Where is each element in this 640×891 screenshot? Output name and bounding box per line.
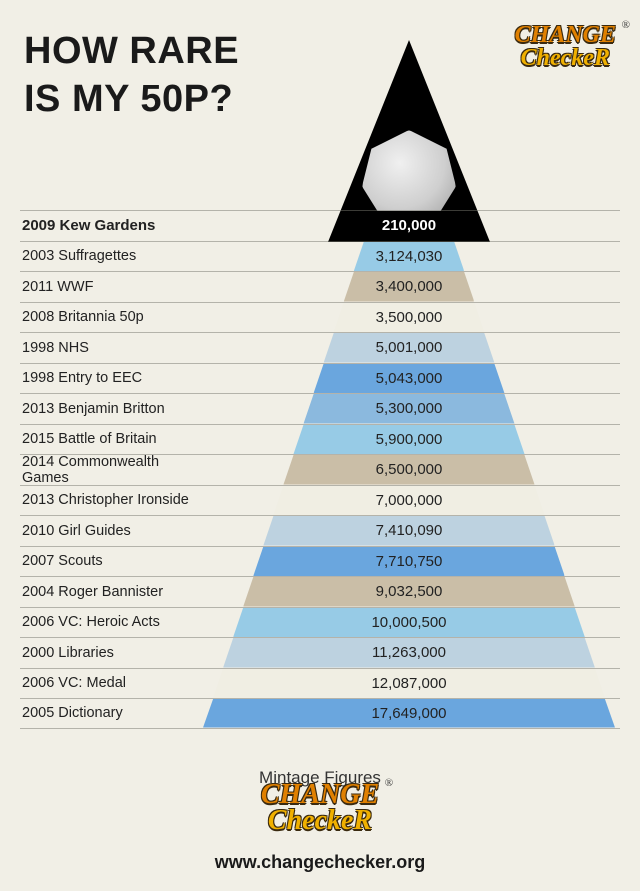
row-label: 2011 WWF [20, 272, 198, 302]
registered-mark: ® [622, 20, 630, 30]
row-bar: 3,500,000 [334, 303, 485, 333]
row-bar-cell: 210,000 [198, 211, 620, 241]
row-bar: 5,043,000 [314, 364, 505, 394]
row-value: 3,500,000 [376, 309, 443, 326]
row-bar-cell: 17,649,000 [198, 699, 620, 728]
row-value: 7,710,750 [376, 553, 443, 570]
brand-word-1: CHANGE [515, 24, 616, 47]
page-title: HOW RARE IS MY 50P? [24, 28, 239, 123]
pyramid-row: 2011 WWF 3,400,000 [20, 271, 620, 302]
pyramid-row: 2008 Britannia 50p 3,500,000 [20, 302, 620, 333]
row-value: 7,410,090 [376, 522, 443, 539]
row-label: 2010 Girl Guides [20, 516, 198, 546]
row-value: 9,032,500 [376, 583, 443, 600]
row-value: 6,500,000 [376, 461, 443, 478]
row-bar-cell: 5,001,000 [198, 333, 620, 363]
row-label: 2000 Libraries [20, 638, 198, 668]
row-label: 1998 NHS [20, 333, 198, 363]
pyramid-row: 2006 VC: Medal 12,087,000 [20, 668, 620, 699]
row-bar-cell: 10,000,500 [198, 608, 620, 638]
title-line-1: HOW RARE [24, 30, 239, 72]
pyramid-row: 2010 Girl Guides 7,410,090 [20, 515, 620, 546]
row-value: 11,263,000 [372, 644, 446, 661]
row-value: 10,000,500 [371, 614, 446, 631]
pyramid-row: 2013 Christopher Ironside 7,000,000 [20, 485, 620, 516]
row-label: 2014 Commonwealth Games [20, 455, 198, 485]
row-bar: 5,900,000 [294, 425, 525, 455]
row-value: 7,000,000 [376, 492, 443, 509]
pyramid-row: 2015 Battle of Britain 5,900,000 [20, 424, 620, 455]
brand-word-2: CheckeR [515, 47, 616, 70]
pyramid-row: 2006 VC: Heroic Acts 10,000,500 [20, 607, 620, 638]
row-value: 5,300,000 [376, 400, 443, 417]
row-bar-cell: 7,710,750 [198, 547, 620, 577]
row-bar: 11,263,000 [223, 638, 595, 668]
pyramid-row: 1998 Entry to EEC 5,043,000 [20, 363, 620, 394]
row-bar-cell: 12,087,000 [198, 669, 620, 699]
row-label: 2008 Britannia 50p [20, 303, 198, 333]
row-bar: 9,032,500 [243, 577, 575, 607]
pyramid-row: 2004 Roger Bannister 9,032,500 [20, 576, 620, 607]
row-label: 1998 Entry to EEC [20, 364, 198, 394]
row-bar: 3,124,030 [354, 242, 464, 272]
registered-mark: ® [385, 778, 393, 788]
row-value: 17,649,000 [371, 705, 446, 722]
row-bar: 6,500,000 [283, 455, 534, 485]
row-bar-cell: 7,410,090 [198, 516, 620, 546]
row-label: 2006 VC: Heroic Acts [20, 608, 198, 638]
row-label: 2009 Kew Gardens [20, 211, 198, 241]
row-bar-cell: 3,500,000 [198, 303, 620, 333]
row-value: 3,124,030 [376, 248, 443, 265]
row-bar-cell: 9,032,500 [198, 577, 620, 607]
row-bar: 7,000,000 [273, 486, 544, 516]
row-bar: 7,410,090 [263, 516, 554, 546]
brand-logo-top: CHANGE CheckeR ® [515, 24, 616, 70]
row-value: 5,900,000 [376, 431, 443, 448]
row-value: 5,043,000 [376, 370, 443, 387]
pyramid-row: 2013 Benjamin Britton 5,300,000 [20, 393, 620, 424]
row-bar-cell: 7,000,000 [198, 486, 620, 516]
row-bar: 17,649,000 [203, 699, 615, 728]
pyramid-row: 1998 NHS 5,001,000 [20, 332, 620, 363]
row-bar: 7,710,750 [253, 547, 564, 577]
footer-url: www.changechecker.org [0, 852, 640, 873]
row-bar-cell: 5,043,000 [198, 364, 620, 394]
row-value: 5,001,000 [376, 339, 443, 356]
row-bar-cell: 11,263,000 [198, 638, 620, 668]
row-value: 3,400,000 [376, 278, 443, 295]
row-value: 12,087,000 [371, 675, 446, 692]
brand-logo-bottom: CHANGE CheckeR ® [261, 782, 379, 835]
pyramid-row: 2014 Commonwealth Games 6,500,000 [20, 454, 620, 485]
row-label: 2015 Battle of Britain [20, 425, 198, 455]
row-label: 2004 Roger Bannister [20, 577, 198, 607]
brand-word-2: CheckeR [261, 808, 379, 835]
row-bar: 10,000,500 [233, 608, 585, 638]
row-label: 2007 Scouts [20, 547, 198, 577]
row-bar-cell: 3,400,000 [198, 272, 620, 302]
row-bar: 5,001,000 [324, 333, 495, 363]
row-bar-cell: 3,124,030 [198, 242, 620, 272]
row-bar: 12,087,000 [213, 669, 605, 699]
pyramid-row: 2007 Scouts 7,710,750 [20, 546, 620, 577]
row-label: 2003 Suffragettes [20, 242, 198, 272]
row-bar: 3,400,000 [344, 272, 474, 302]
pyramid-row: 2000 Libraries 11,263,000 [20, 637, 620, 668]
row-label: 2006 VC: Medal [20, 669, 198, 699]
row-value: 210,000 [382, 217, 436, 234]
row-label: 2013 Christopher Ironside [20, 486, 198, 516]
row-bar-cell: 5,300,000 [198, 394, 620, 424]
row-bar: 5,300,000 [304, 394, 515, 424]
row-label: 2005 Dictionary [20, 699, 198, 728]
brand-word-1: CHANGE [261, 782, 379, 809]
row-bar: 210,000 [364, 211, 454, 241]
row-bar-cell: 6,500,000 [198, 455, 620, 485]
title-line-2: IS MY 50P? [24, 78, 233, 120]
pyramid-row: 2009 Kew Gardens 210,000 [20, 210, 620, 241]
pyramid-row: 2005 Dictionary 17,649,000 [20, 698, 620, 729]
pyramid-chart: 2009 Kew Gardens 210,000 2003 Suffragettes… [20, 210, 620, 729]
row-label: 2013 Benjamin Britton [20, 394, 198, 424]
pyramid-row: 2003 Suffragettes 3,124,030 [20, 241, 620, 272]
row-bar-cell: 5,900,000 [198, 425, 620, 455]
